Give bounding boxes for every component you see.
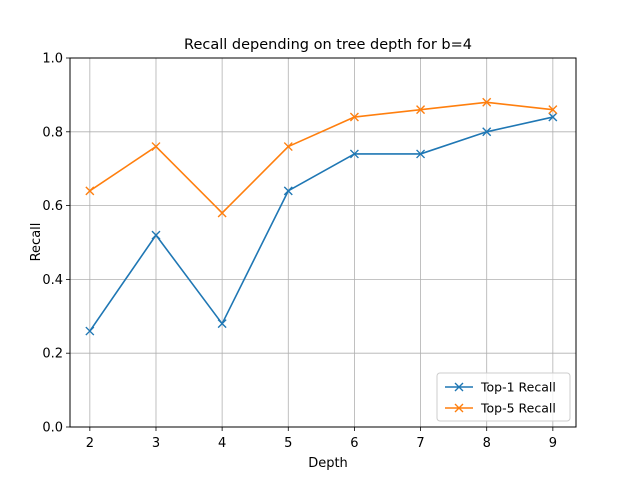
x-tick-label: 7	[416, 436, 424, 451]
data-point-marker	[85, 326, 95, 336]
x-tick-label: 4	[218, 436, 226, 451]
series-line	[89, 101, 553, 214]
data-point-marker	[416, 149, 426, 159]
data-point-marker	[482, 127, 492, 137]
series-1	[85, 112, 558, 336]
x-tick-label: 5	[284, 436, 292, 451]
x-tick-label: 3	[152, 436, 160, 451]
data-point-marker	[349, 112, 359, 122]
data-point-marker	[548, 112, 558, 122]
series-2	[85, 97, 558, 218]
x-tick-label: 9	[549, 436, 557, 451]
data-point-marker	[217, 208, 227, 218]
data-point-marker	[217, 319, 227, 329]
data-point-marker	[482, 97, 492, 107]
legend: Top-1 Recall Top-5 Recall	[436, 372, 571, 422]
data-point-marker	[151, 230, 161, 240]
y-tick-label: 1.0	[42, 52, 63, 67]
y-tick-label: 0.4	[42, 273, 63, 288]
data-point-marker	[151, 142, 161, 152]
legend-marker	[454, 403, 464, 413]
y-tick-label: 0.6	[42, 199, 63, 214]
plot-frame	[69, 57, 577, 428]
data-point-marker	[416, 105, 426, 115]
legend-item: Top-5 Recall	[445, 401, 556, 416]
y-tick-label: 0.8	[42, 125, 63, 140]
legend-label: Top-1 Recall	[480, 380, 556, 395]
y-tick-label: 0.0	[42, 421, 63, 436]
x-tick-label: 6	[350, 436, 358, 451]
series-line	[89, 116, 554, 332]
data-point-marker	[85, 186, 95, 196]
chart-title: Recall depending on tree depth for b=4	[184, 37, 472, 53]
data-point-marker	[349, 149, 359, 159]
data-point-marker	[548, 105, 558, 115]
x-axis-label: Depth	[308, 456, 348, 471]
legend-label: Top-5 Recall	[480, 401, 556, 416]
y-axis: 0.0 0.2 0.4 0.6 0.8 1.0	[42, 52, 70, 436]
x-tick-label: 2	[86, 436, 94, 451]
x-axis: 2 3 4 5 6 7 8 9	[86, 427, 557, 451]
legend-marker	[454, 382, 464, 392]
y-tick-label: 0.2	[42, 347, 63, 362]
data-point-marker	[283, 142, 293, 152]
series-layer	[85, 97, 558, 336]
y-axis-label: Recall	[29, 223, 44, 262]
legend-item: Top-1 Recall	[445, 380, 556, 395]
data-point-marker	[283, 186, 293, 196]
x-tick-label: 8	[483, 436, 491, 451]
legend-box	[436, 372, 571, 422]
